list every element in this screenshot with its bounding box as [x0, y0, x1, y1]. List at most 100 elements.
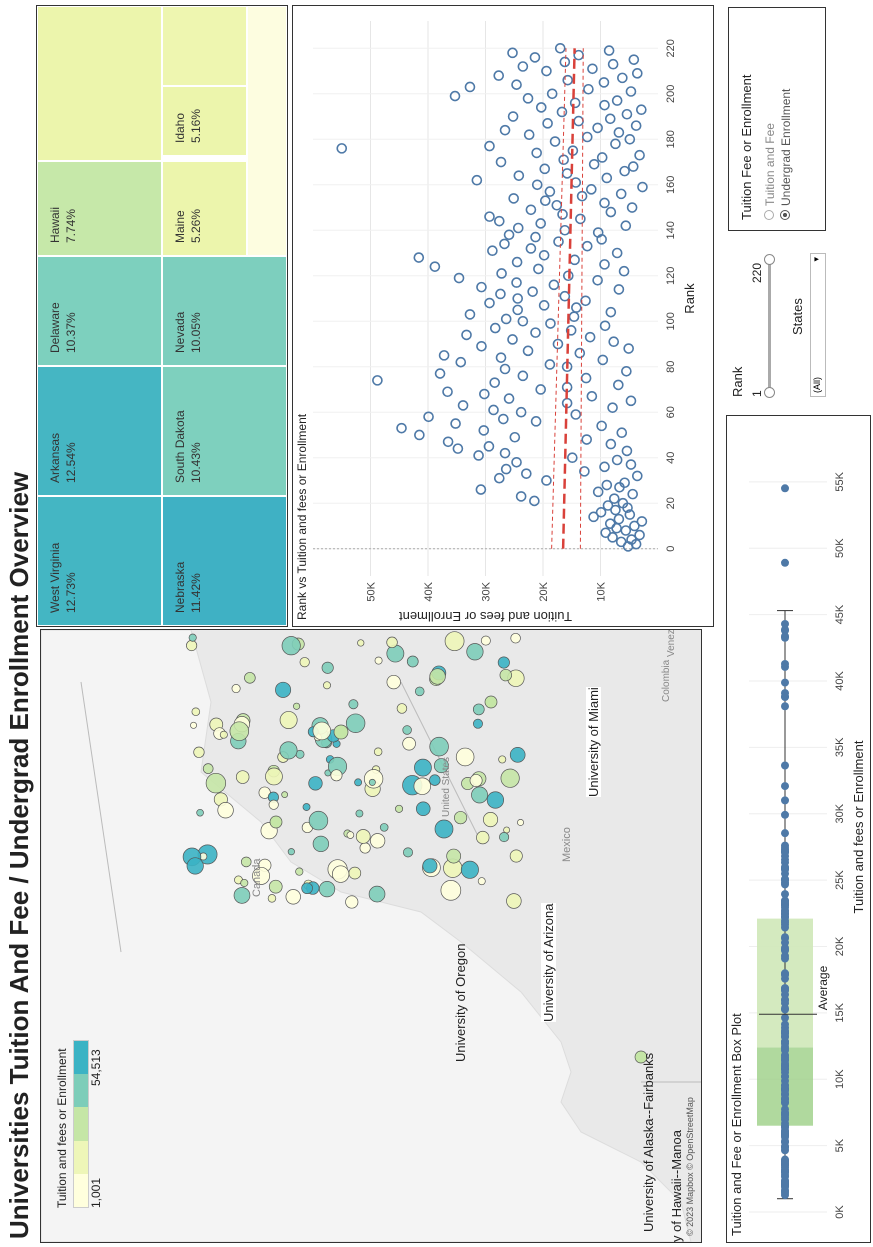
scatter-point[interactable] — [513, 170, 525, 181]
university-marker[interactable] — [403, 847, 413, 858]
university-marker[interactable] — [302, 803, 311, 811]
box-point[interactable] — [781, 1130, 789, 1139]
university-marker[interactable] — [414, 758, 432, 777]
university-marker[interactable] — [268, 799, 279, 810]
scatter-point[interactable] — [608, 336, 620, 348]
scatter-point[interactable] — [533, 263, 544, 275]
scatter-point[interactable] — [538, 249, 550, 261]
university-marker[interactable] — [348, 699, 359, 710]
university-marker[interactable] — [379, 823, 389, 832]
scatter-point[interactable] — [438, 350, 450, 361]
box-point[interactable] — [781, 1178, 789, 1187]
university-marker[interactable] — [374, 656, 383, 665]
scatter-point[interactable] — [455, 356, 467, 368]
param-option-enrollment[interactable]: Undergrad Enrollment — [779, 89, 793, 220]
university-marker[interactable] — [312, 721, 332, 741]
university-marker[interactable] — [275, 681, 292, 698]
scatter-point[interactable] — [525, 204, 537, 216]
university-marker[interactable] — [634, 1050, 648, 1064]
scatter-point[interactable] — [595, 507, 607, 518]
scatter-point[interactable] — [630, 120, 642, 131]
university-marker[interactable] — [517, 819, 524, 826]
university-marker[interactable] — [396, 703, 408, 714]
university-marker[interactable] — [471, 786, 488, 804]
scatter-point[interactable] — [605, 206, 617, 218]
scatter-point[interactable] — [512, 293, 523, 304]
box-outlier-point[interactable] — [781, 484, 789, 493]
box-point[interactable] — [781, 632, 789, 641]
university-marker[interactable] — [386, 674, 401, 690]
scatter-point[interactable] — [626, 202, 638, 213]
scatter-point[interactable] — [584, 331, 596, 343]
scatter-point[interactable] — [620, 525, 632, 536]
scatter-point[interactable] — [396, 422, 407, 434]
univ-label-miami[interactable]: University of Miami — [586, 687, 601, 797]
scatter-point[interactable] — [625, 86, 637, 97]
scatter-point[interactable] — [553, 236, 564, 247]
scatter-point[interactable] — [488, 404, 499, 416]
box-point[interactable] — [781, 880, 789, 889]
scatter-point[interactable] — [515, 406, 527, 418]
box-point[interactable] — [781, 796, 789, 805]
scatter-point[interactable] — [592, 486, 604, 498]
scatter-point[interactable] — [598, 77, 610, 88]
states-dropdown[interactable]: (All) ▾ — [810, 253, 826, 397]
university-marker[interactable] — [359, 842, 371, 854]
scatter-point[interactable] — [596, 152, 608, 163]
scatter-point[interactable] — [530, 327, 541, 338]
box-point[interactable] — [781, 890, 789, 899]
university-marker[interactable] — [415, 801, 431, 817]
scatter-point[interactable] — [624, 509, 636, 520]
scatter-point[interactable] — [611, 454, 623, 466]
university-marker[interactable] — [186, 639, 198, 652]
university-marker[interactable] — [244, 672, 256, 684]
box-plot[interactable]: 0K5K10K15K20K25K30K35K40K45K50K55KTuitio… — [727, 416, 870, 1242]
scatter-point[interactable] — [581, 434, 593, 445]
university-marker[interactable] — [363, 769, 384, 789]
scatter-point[interactable] — [601, 479, 613, 491]
scatter-point[interactable] — [507, 111, 519, 122]
map-canvas[interactable] — [41, 630, 701, 1242]
university-marker[interactable] — [429, 736, 449, 757]
scatter-point[interactable] — [489, 377, 500, 388]
rank-slider-track[interactable] — [768, 261, 771, 395]
treemap-cell[interactable]: South Dakota 10.43% — [162, 366, 287, 496]
scatter-point[interactable] — [496, 268, 507, 279]
scatter-point[interactable] — [627, 161, 639, 172]
scatter-point[interactable] — [569, 97, 581, 109]
university-marker[interactable] — [219, 730, 228, 739]
scatter-point[interactable] — [592, 227, 604, 238]
university-marker[interactable] — [509, 747, 526, 763]
university-marker[interactable] — [454, 811, 468, 825]
university-marker[interactable] — [202, 763, 214, 774]
scatter-point[interactable] — [551, 199, 563, 211]
university-marker[interactable] — [429, 774, 441, 786]
scatter-point[interactable] — [568, 311, 580, 322]
scatter-point[interactable] — [522, 93, 534, 104]
scatter-point[interactable] — [599, 461, 610, 473]
scatter-point[interactable] — [512, 304, 523, 316]
box-point[interactable] — [781, 906, 789, 915]
university-marker[interactable] — [395, 804, 404, 813]
scatter-point[interactable] — [626, 534, 637, 545]
map-panel[interactable]: Tuition and fees or Enrollment 1,001 54,… — [40, 629, 702, 1243]
university-marker[interactable] — [473, 718, 483, 729]
scatter-point[interactable] — [548, 279, 560, 291]
scatter-point[interactable] — [449, 90, 461, 102]
scatter-point[interactable] — [540, 195, 551, 206]
scatter-point[interactable] — [605, 438, 617, 450]
university-marker[interactable] — [293, 702, 301, 710]
university-marker[interactable] — [268, 879, 283, 894]
scatter-point[interactable] — [517, 370, 529, 382]
box-point[interactable] — [781, 619, 789, 628]
scatter-point[interactable] — [615, 536, 627, 548]
scatter-point[interactable] — [484, 297, 495, 309]
box-point[interactable] — [781, 1187, 789, 1196]
box-point[interactable] — [781, 863, 789, 872]
university-marker[interactable] — [402, 736, 416, 751]
university-marker[interactable] — [231, 684, 241, 694]
scatter-point[interactable] — [613, 513, 625, 525]
box-point[interactable] — [781, 1004, 789, 1013]
scatter-point[interactable] — [535, 384, 546, 395]
university-marker[interactable] — [321, 661, 334, 674]
